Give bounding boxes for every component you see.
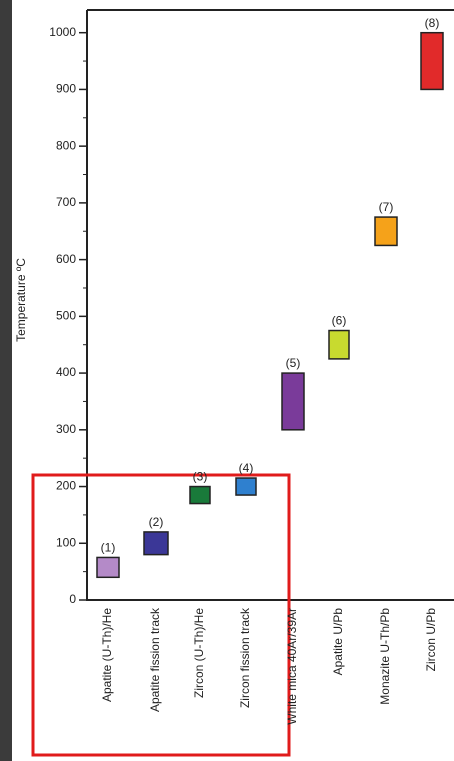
y-tick-label: 0 [69,592,76,606]
range-bar [236,478,256,495]
range-bar [282,373,304,430]
background-strip [0,0,12,761]
y-tick-label: 400 [56,365,76,379]
chart: Temperature ºC 0 100 200 300 400 500 600 700 800… [0,0,454,761]
bar-label: (8) [425,16,440,30]
y-tick-label: 800 [56,138,76,152]
x-tick-label: Apatite fission track [148,607,162,712]
range-bar [97,557,119,577]
page: {"chart_data": { "type": "floating-bar",… [0,0,454,761]
y-tick-label: 500 [56,309,76,323]
range-bar [190,487,210,504]
range-bar [329,331,349,359]
bar-label: (2) [149,515,164,529]
x-tick-label: White mica 40Ar/39Ar [285,608,299,725]
x-tick-label: Apatite (U-Th)/He [100,608,114,702]
y-tick-label: 300 [56,422,76,436]
y-tick-label: 600 [56,252,76,266]
y-tick-label: 200 [56,479,76,493]
y-axis-label: Temperature ºC [14,258,28,342]
bar-label: (1) [101,541,116,555]
x-tick-label: Zircon (U-Th)/He [192,608,206,698]
y-tick-label: 100 [56,535,76,549]
y-tick-label: 900 [56,82,76,96]
x-tick-label: Zircon fission track [238,607,252,708]
range-bar [375,217,397,245]
bar-label: (3) [193,470,208,484]
x-tick-label: Zircon U/Pb [424,608,438,672]
y-tick-label: 700 [56,195,76,209]
bar-label: (6) [332,314,347,328]
bar-label: (7) [379,200,394,214]
x-tick-label: Apatite U/Pb [331,608,345,676]
bar-label: (4) [239,461,254,475]
y-tick-label: 1000 [49,25,76,39]
bar-label: (5) [286,356,301,370]
range-bar [144,532,168,555]
range-bar [421,33,443,90]
x-tick-label: Monazite U-Th/Pb [378,608,392,705]
